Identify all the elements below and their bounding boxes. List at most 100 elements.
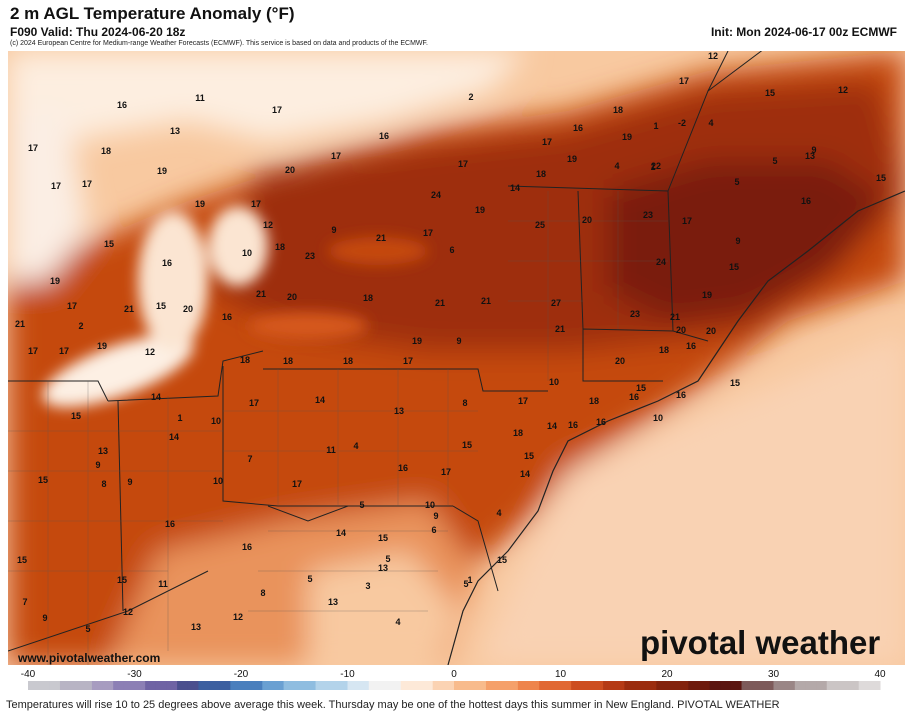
anomaly-value-label: 17 — [28, 346, 38, 356]
colorbar-swatch — [400, 681, 412, 690]
anomaly-value-label: 2 — [468, 92, 473, 102]
anomaly-value-label: 14 — [151, 392, 161, 402]
colorbar-swatch — [645, 681, 657, 690]
colorbar-swatch — [624, 681, 636, 690]
anomaly-value-label: 27 — [551, 298, 561, 308]
anomaly-value-label: 17 — [679, 76, 689, 86]
anomaly-value-label: 15 — [729, 262, 739, 272]
colorbar-tick-label: -20 — [234, 669, 249, 680]
forecast-valid-time: F090 Valid: Thu 2024-06-20 18z — [10, 25, 186, 39]
anomaly-value-label: 17 — [458, 159, 468, 169]
anomaly-value-label: 22 — [651, 161, 661, 171]
colorbar-tick-label: -30 — [127, 669, 142, 680]
anomaly-value-label: 5 — [772, 156, 777, 166]
colorbar: -40 -30 -20 -10 0 10 20 30 40 — [21, 669, 886, 690]
anomaly-value-label: 17 — [59, 346, 69, 356]
colorbar-swatch — [166, 681, 178, 690]
anomaly-value-label: 17 — [542, 137, 552, 147]
colorbar-swatch — [464, 681, 476, 690]
colorbar-swatch — [198, 681, 210, 690]
colorbar-swatch — [123, 681, 135, 690]
anomaly-value-label: 1 — [650, 162, 655, 172]
anomaly-value-label: 10 — [242, 248, 252, 258]
anomaly-value-label: 18 — [613, 105, 623, 115]
anomaly-value-label: 15 — [71, 411, 81, 421]
anomaly-value-label: 15 — [17, 555, 27, 565]
colorbar-swatch — [91, 681, 104, 690]
colorbar-swatch — [358, 681, 370, 690]
anomaly-value-label: 24 — [431, 190, 441, 200]
anomaly-value-label: 5 — [463, 579, 468, 589]
colorbar-swatch — [454, 681, 466, 690]
anomaly-value-label: 7 — [247, 454, 252, 464]
colorbar-swatch — [81, 681, 93, 690]
anomaly-value-label: 16 — [379, 131, 389, 141]
anomaly-value-label: 21 — [256, 289, 266, 299]
colorbar-swatch — [475, 681, 487, 690]
colorbar-swatch — [390, 681, 402, 690]
colorbar-swatch — [219, 681, 231, 690]
colorbar-swatch — [826, 681, 838, 690]
anomaly-value-label: 8 — [101, 479, 106, 489]
anomaly-value-label: 16 — [398, 463, 408, 473]
anomaly-value-label: 2 — [78, 321, 83, 331]
colorbar-swatch — [730, 681, 743, 690]
colorbar-tick-label: 10 — [555, 669, 567, 680]
colorbar-swatch — [283, 681, 295, 690]
anomaly-value-label: 9 — [331, 225, 336, 235]
anomaly-value-label: 19 — [157, 166, 167, 176]
anomaly-value-label: -2 — [678, 118, 686, 128]
colorbar-ticks: -40 -30 -20 -10 0 10 20 30 40 — [21, 669, 886, 680]
anomaly-value-label: 14 — [336, 528, 346, 538]
anomaly-value-label: 15 — [156, 301, 166, 311]
anomaly-value-label: 19 — [567, 154, 577, 164]
colorbar-swatch — [613, 681, 625, 690]
source-url: www.pivotalweather.com — [18, 651, 161, 665]
colorbar-tick-label: 30 — [768, 669, 780, 680]
anomaly-field — [8, 51, 905, 665]
colorbar-swatch — [688, 681, 700, 690]
anomaly-value-label: 16 — [629, 392, 639, 402]
anomaly-value-label: 18 — [343, 356, 353, 366]
anomaly-value-label: 5 — [359, 500, 364, 510]
anomaly-value-label: 20 — [183, 304, 193, 314]
model-init-time: Init: Mon 2024-06-17 00z ECMWF — [710, 25, 897, 39]
anomaly-value-label: 19 — [475, 205, 485, 215]
colorbar-swatch — [241, 681, 253, 690]
anomaly-value-label: 18 — [283, 356, 293, 366]
colorbar-swatch — [784, 681, 796, 690]
anomaly-value-label: 10 — [549, 377, 559, 387]
anomaly-value-label: 14 — [520, 469, 530, 479]
colorbar-swatch — [443, 681, 455, 690]
anomaly-value-label: 3 — [365, 581, 370, 591]
colorbar-swatch — [581, 681, 593, 690]
colorbar-swatch — [848, 681, 860, 690]
anomaly-value-label: 18 — [513, 428, 523, 438]
colorbar-swatch — [315, 681, 327, 690]
anomaly-value-label: 17 — [682, 216, 692, 226]
county-borders — [8, 191, 668, 665]
anomaly-value-label: 4 — [353, 441, 358, 451]
colorbar-swatch — [411, 681, 423, 690]
anomaly-value-label: 15 — [524, 451, 534, 461]
colorbar-swatch — [422, 681, 434, 690]
colorbar-swatch — [496, 681, 508, 690]
colorbar-swatch — [304, 681, 317, 690]
coastline — [447, 190, 905, 665]
anomaly-value-label: 18 — [659, 345, 669, 355]
anomaly-value-label: 13 — [191, 622, 201, 632]
anomaly-value-label: 16 — [242, 542, 252, 552]
anomaly-value-label: 4 — [496, 508, 501, 518]
anomaly-value-label: 18 — [589, 396, 599, 406]
colorbar-swatch — [528, 681, 540, 690]
anomaly-value-label: 10 — [653, 413, 663, 423]
anomaly-value-label: 17 — [292, 479, 302, 489]
colorbar-swatch — [869, 681, 881, 690]
colorbar-swatches — [28, 681, 881, 690]
anomaly-value-label: 13 — [98, 446, 108, 456]
anomaly-value-label: 15 — [636, 383, 646, 393]
anomaly-value-label: 18 — [240, 355, 250, 365]
colorbar-swatch — [59, 681, 72, 690]
anomaly-value-label: 8 — [462, 398, 467, 408]
anomaly-value-label: 17 — [249, 398, 259, 408]
